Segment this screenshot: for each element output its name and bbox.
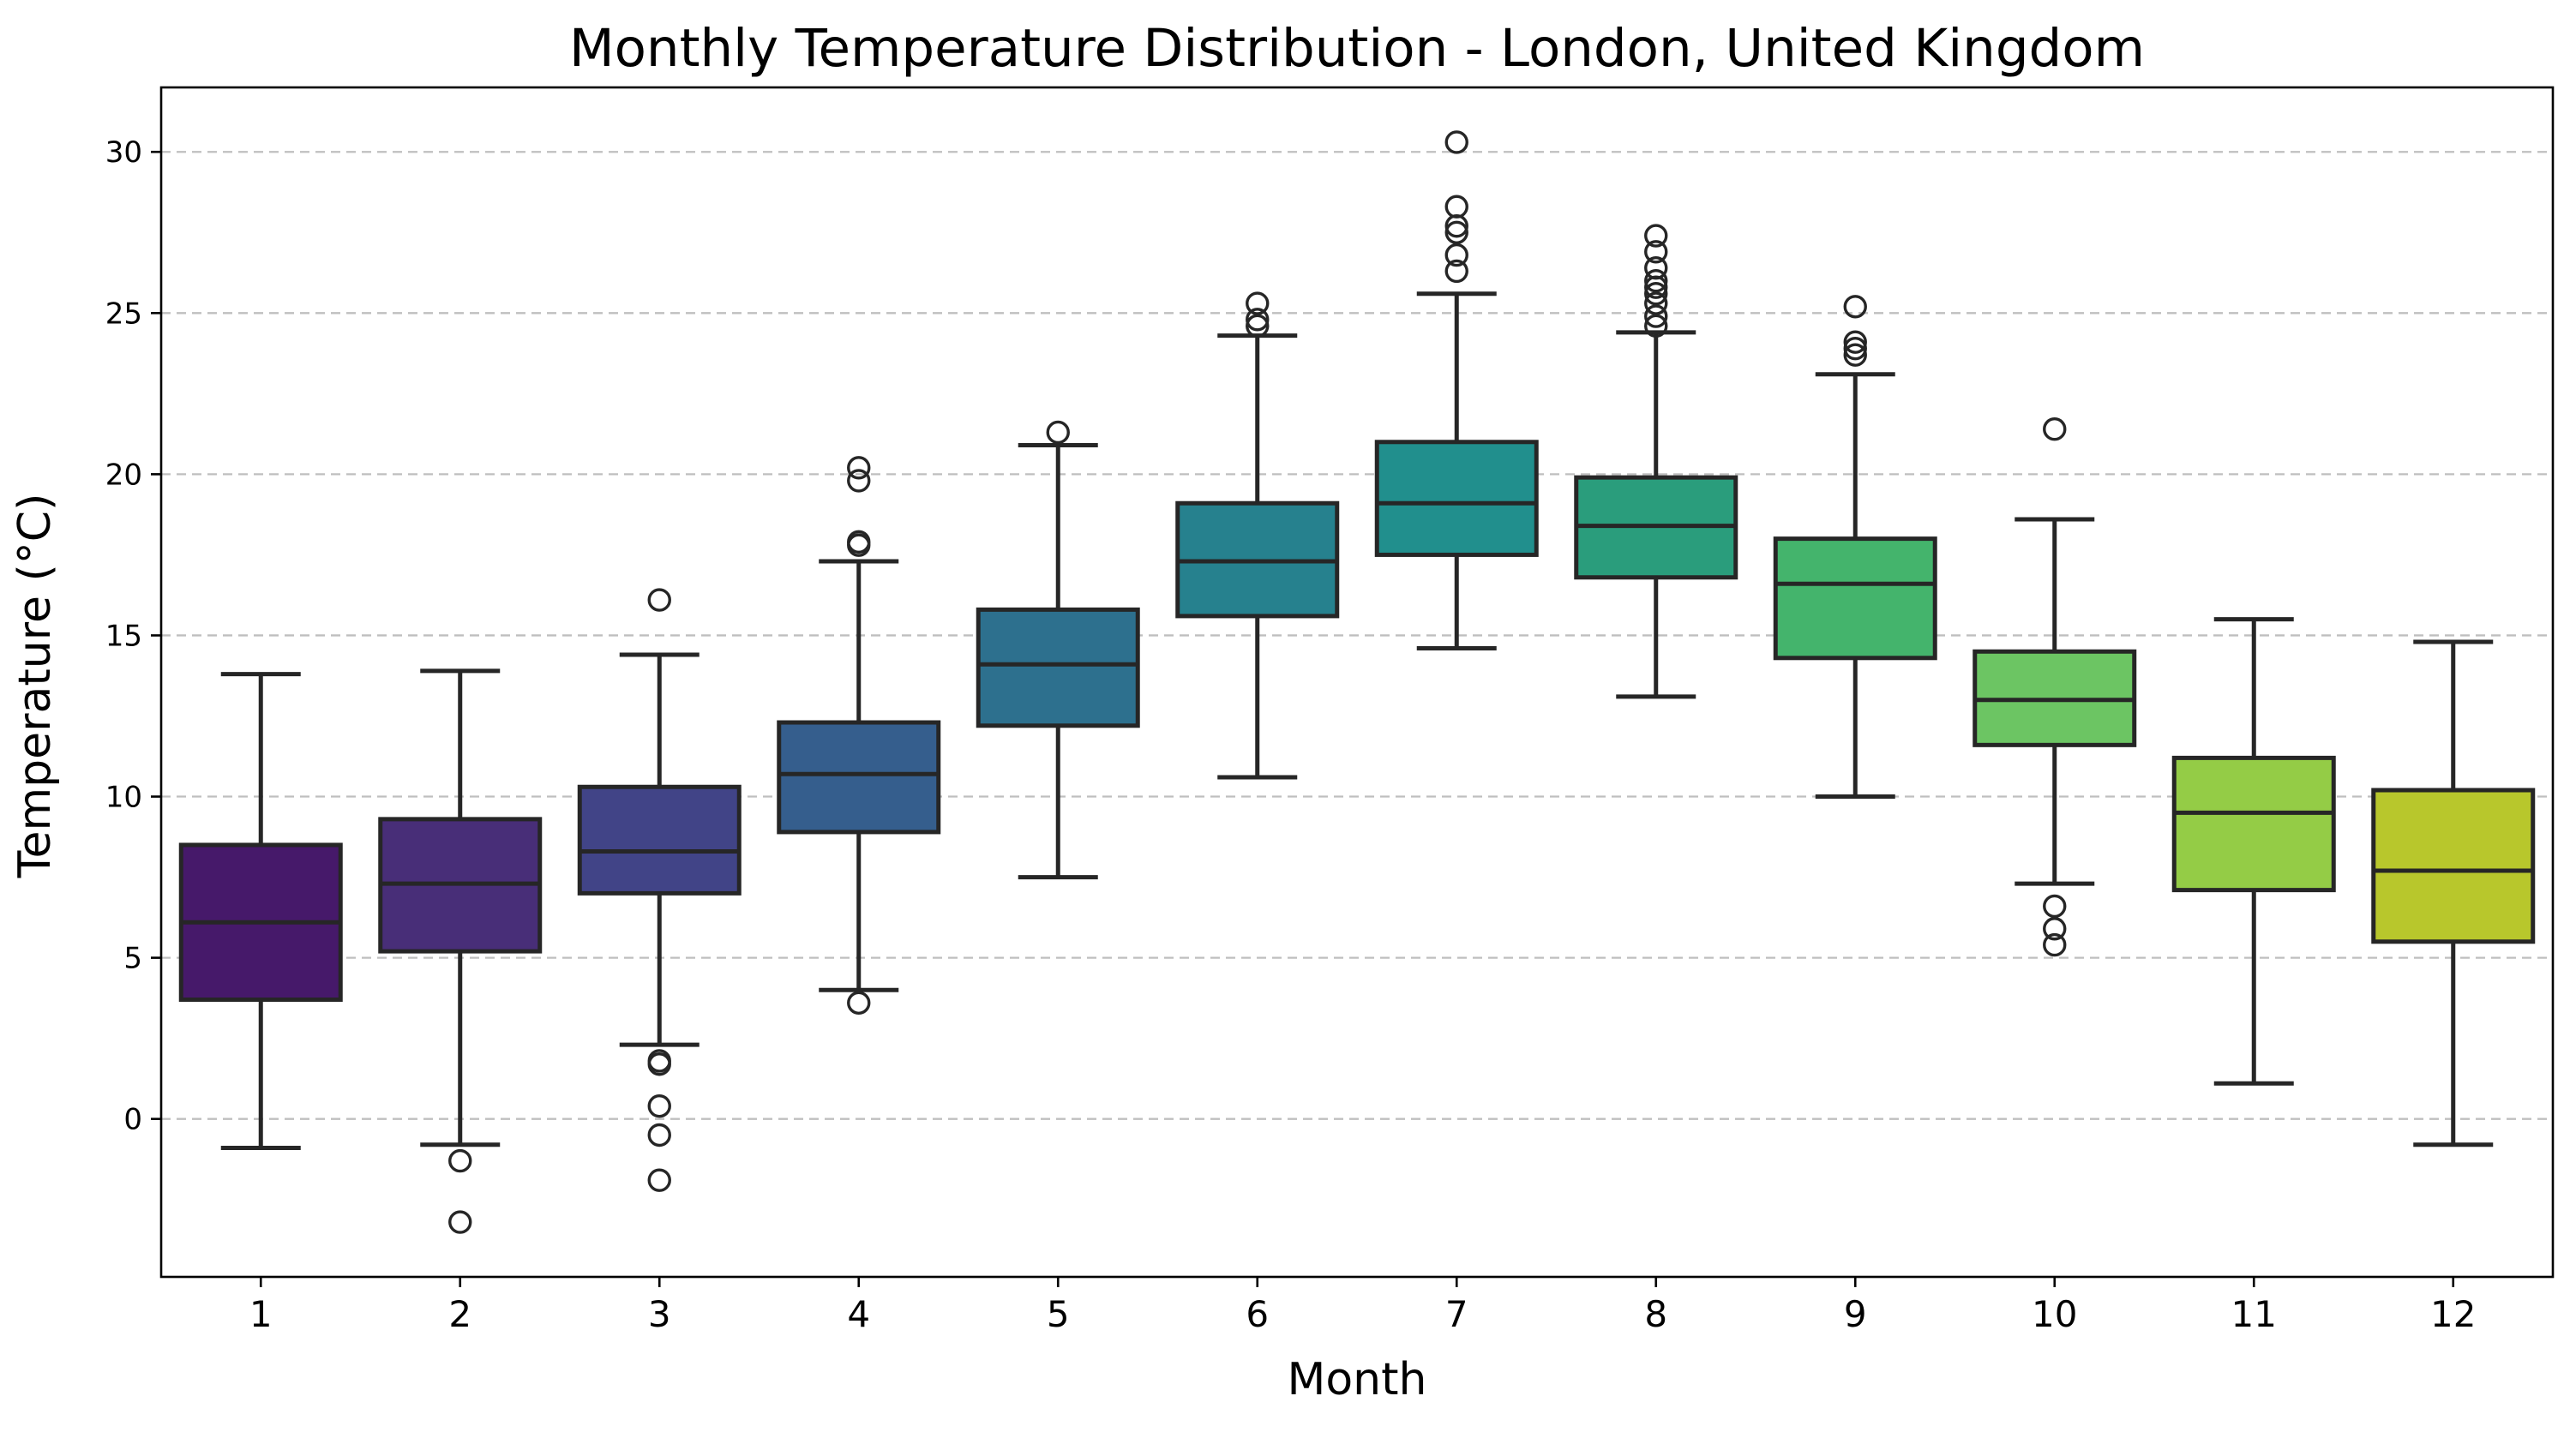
box-month-2 — [378, 668, 543, 1234]
chart-title: Monthly Temperature Distribution - Londo… — [569, 18, 2145, 79]
box-month-8 — [1574, 224, 1738, 699]
y-tick-label: 20 — [105, 458, 142, 492]
outlier-point — [1444, 259, 1468, 284]
outlier-point — [1246, 291, 1270, 315]
box-month-4 — [777, 456, 941, 1015]
outlier-point — [1644, 314, 1668, 339]
y-tick-label: 0 — [123, 1103, 142, 1137]
outlier-point — [1843, 295, 1867, 319]
y-tick-label: 25 — [105, 297, 142, 331]
iqr-box — [2371, 788, 2536, 944]
y-tick-label: 30 — [105, 135, 142, 170]
box-month-10 — [1973, 417, 2137, 957]
outlier-point — [1644, 240, 1668, 264]
iqr-box — [1773, 536, 1937, 661]
outlier-point — [1843, 343, 1867, 367]
outlier-point — [2043, 917, 2067, 941]
x-tick-label: 8 — [1644, 1293, 1667, 1335]
iqr-box — [1374, 440, 1539, 557]
outlier-point — [1444, 214, 1468, 238]
x-tick-label: 4 — [847, 1293, 870, 1335]
outlier-point — [1843, 336, 1867, 361]
x-tick-label: 12 — [2430, 1293, 2476, 1335]
outlier-point — [847, 469, 871, 493]
outlier-point — [847, 456, 871, 480]
outlier-point — [1644, 275, 1668, 299]
outlier-point — [1644, 304, 1668, 328]
x-tick-label: 5 — [1047, 1293, 1070, 1335]
y-axis-label: Temperature (°C) — [9, 494, 61, 879]
outlier-point — [1444, 195, 1468, 219]
x-tick-label: 9 — [1844, 1293, 1867, 1335]
x-tick-label: 1 — [249, 1293, 273, 1335]
x-tick-label: 3 — [648, 1293, 671, 1335]
outlier-point — [1246, 308, 1270, 332]
outlier-point — [2043, 894, 2067, 919]
outlier-point — [1843, 330, 1867, 354]
outlier-point — [1644, 291, 1668, 315]
outlier-point — [647, 1093, 671, 1118]
outlier-point — [647, 1052, 671, 1076]
outlier-point — [2043, 932, 2067, 957]
y-tick-label: 5 — [123, 942, 142, 976]
y-tick-label: 15 — [105, 619, 142, 653]
outlier-point — [647, 1168, 671, 1192]
box-month-3 — [577, 588, 742, 1192]
outlier-point — [1644, 268, 1668, 293]
iqr-box — [577, 784, 742, 896]
box-month-6 — [1175, 291, 1340, 780]
outlier-point — [448, 1210, 472, 1234]
x-tick-label: 2 — [448, 1293, 471, 1335]
outlier-point — [448, 1148, 472, 1173]
iqr-box — [777, 720, 941, 835]
outlier-point — [1644, 282, 1668, 306]
outlier-point — [1246, 314, 1270, 339]
outlier-point — [1644, 224, 1668, 248]
box-month-5 — [976, 420, 1140, 880]
grid-lines — [161, 151, 2553, 1120]
box-month-12 — [2371, 639, 2536, 1147]
outlier-point — [2043, 417, 2067, 441]
box-month-11 — [2171, 617, 2336, 1086]
x-tick-label: 7 — [1445, 1293, 1468, 1335]
x-tick-label: 10 — [2032, 1293, 2077, 1335]
outlier-point — [847, 991, 871, 1015]
box-month-7 — [1374, 130, 1539, 651]
outlier-point — [1046, 420, 1070, 445]
outlier-point — [1444, 243, 1468, 267]
outlier-point — [1444, 220, 1468, 244]
box-series — [178, 130, 2536, 1234]
outlier-point — [647, 588, 671, 612]
iqr-box — [2171, 755, 2336, 893]
x-tick-label: 11 — [2231, 1293, 2277, 1335]
iqr-box — [976, 607, 1140, 728]
x-axis-label: Month — [1288, 1354, 1427, 1405]
y-tick-label: 10 — [105, 781, 142, 815]
box-month-9 — [1773, 295, 1937, 800]
outlier-point — [1444, 130, 1468, 154]
outlier-point — [647, 1123, 671, 1147]
x-tick-label: 6 — [1246, 1293, 1269, 1335]
box-month-1 — [178, 672, 343, 1151]
outlier-point — [847, 533, 871, 557]
plot-frame — [159, 86, 2555, 1279]
